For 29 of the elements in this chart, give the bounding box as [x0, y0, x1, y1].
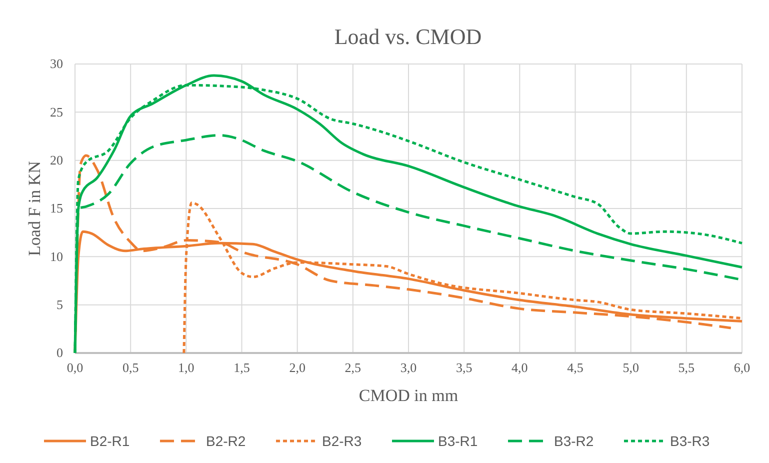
x-tick-label: 2,5: [344, 360, 362, 376]
y-tick-label: 20: [50, 152, 63, 168]
x-tick-label: 4,0: [512, 360, 528, 376]
y-tick-label: 5: [56, 296, 63, 312]
chart-title: Load vs. CMOD: [334, 24, 482, 49]
legend-label: B2-R2: [206, 433, 246, 449]
legend-label: B2-R3: [322, 433, 362, 449]
y-tick-label: 10: [50, 248, 63, 264]
x-tick-label: 3,5: [456, 360, 472, 376]
legend-label: B3-R1: [438, 433, 478, 449]
y-tick-label: 15: [50, 200, 63, 216]
x-tick-label: 1,5: [234, 360, 250, 376]
y-tick-label: 30: [50, 56, 63, 72]
y-tick-label: 0: [56, 345, 63, 360]
legend-label: B3-R3: [670, 433, 710, 449]
x-tick-label: 3,0: [400, 360, 417, 376]
legend-label: B3-R2: [554, 433, 594, 449]
x-tick-label: 4,5: [567, 360, 584, 376]
legend-label: B2-R1: [90, 433, 130, 449]
y-axis-title: Load F in KN: [25, 161, 44, 256]
x-tick-label: 0,5: [122, 360, 139, 376]
x-tick-label: 6,0: [734, 360, 750, 376]
x-tick-label: 1,0: [178, 360, 194, 376]
x-tick-label: 0,0: [66, 360, 84, 376]
x-tick-label: 2,0: [289, 360, 306, 376]
y-tick-label: 25: [50, 104, 63, 120]
x-tick-label: 5,5: [678, 360, 695, 376]
x-tick-label: 5,0: [622, 360, 639, 376]
x-axis-title: CMOD in mm: [358, 386, 458, 405]
